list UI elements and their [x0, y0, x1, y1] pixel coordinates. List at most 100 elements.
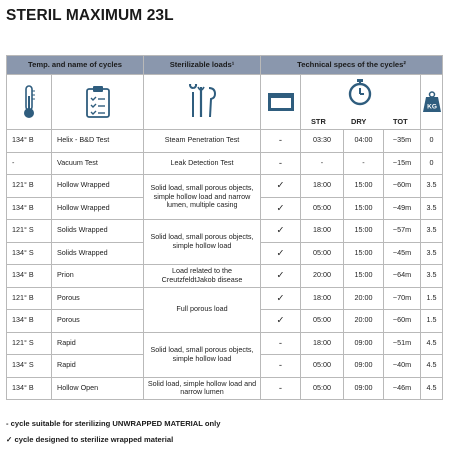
cell-dry: 15:00 — [343, 219, 384, 243]
sterilizer-tray-icon — [260, 74, 301, 130]
cell-load: Steam Penetration Test — [143, 129, 261, 153]
table-row: 121° B Porous Full porous load ✓ 18:00 20:00 ~… — [6, 286, 444, 333]
cell-load: Full porous load — [143, 286, 261, 333]
cycles-table: Temp. and name of cycles Sterilizable lo… — [6, 55, 444, 400]
cell-temp: - — [6, 151, 52, 175]
sub-header-str: STR — [311, 117, 326, 127]
cell-cycle-name: Solids Wrapped — [51, 219, 144, 243]
cell-dry: 15:00 — [343, 196, 384, 220]
cell-temp: 134° B — [6, 376, 52, 400]
cell-kg: 3.5 — [419, 196, 444, 220]
weight-icon: KG — [419, 74, 444, 130]
cell-wrapped: ✓ — [260, 219, 301, 243]
cell-load: Solid load, small porous objects, simple… — [143, 174, 261, 220]
cell-wrapped: ✓ — [260, 309, 301, 333]
legend-dash-symbol: - — [6, 419, 9, 428]
table-row: 134° B Helix - B&D Test Steam Penetration … — [6, 129, 444, 153]
cell-str: 18:00 — [300, 174, 344, 198]
cell-str: 05:00 — [300, 354, 344, 378]
cell-cycle-name: Rapid — [51, 331, 144, 355]
cell-str: 05:00 — [300, 376, 344, 400]
cell-kg: 1.5 — [419, 309, 444, 333]
cell-str: 18:00 — [300, 286, 344, 310]
sub-header-dry: DRY — [351, 117, 367, 127]
cell-load: Solid load, small porous objects, simple… — [143, 219, 261, 265]
cell-tot: ~60m — [383, 309, 421, 333]
cell-kg: 4.5 — [419, 376, 444, 400]
cell-dry: 15:00 — [343, 174, 384, 198]
cell-temp: 121° S — [6, 219, 52, 243]
cell-kg: 3.5 — [419, 241, 444, 265]
cell-tot: ~45m — [383, 241, 421, 265]
cell-temp: 134° B — [6, 129, 52, 153]
cell-dry: 15:00 — [343, 241, 384, 265]
cell-dry: 09:00 — [343, 331, 384, 355]
cell-cycle-name: Prion — [51, 264, 144, 288]
cell-cycle-name: Hollow Wrapped — [51, 174, 144, 198]
cell-tot: ~35m — [383, 129, 421, 153]
header-temp-name: Temp. and name of cycles — [6, 55, 144, 75]
stopwatch-icon — [348, 79, 372, 106]
cell-str: 05:00 — [300, 309, 344, 333]
cell-temp: 134° S — [6, 354, 52, 378]
cell-wrapped: - — [260, 151, 301, 175]
header-loads: Sterilizable loads¹ — [143, 55, 261, 75]
cell-dry: 20:00 — [343, 286, 384, 310]
cell-str: 05:00 — [300, 196, 344, 220]
cell-tot: ~70m — [383, 286, 421, 310]
cell-tot: ~57m — [383, 219, 421, 243]
table-row: 134° B Prion Load related to the Creutzfel… — [6, 264, 444, 288]
table-row: 121° B Hollow Wrapped Solid load, small po… — [6, 174, 444, 220]
cell-temp: 134° B — [6, 264, 52, 288]
cell-wrapped: ✓ — [260, 241, 301, 265]
cell-str: 18:00 — [300, 331, 344, 355]
cell-tot: ~15m — [383, 151, 421, 175]
cell-dry: 04:00 — [343, 129, 384, 153]
cell-temp: 134° B — [6, 196, 52, 220]
table-row: 134° S Rapid -05:00 09:00 ~40m 4.5 — [6, 354, 444, 378]
cell-cycle-name: Vacuum Test — [51, 151, 144, 175]
cell-wrapped: - — [260, 354, 301, 378]
cell-str: 03:30 — [300, 129, 344, 153]
weight-icon-label: KG — [427, 104, 437, 111]
sub-header-tot: TOT — [393, 117, 408, 127]
cell-kg: 3.5 — [419, 264, 444, 288]
cell-cycle-name: Hollow Open — [51, 376, 144, 400]
cell-wrapped: ✓ — [260, 174, 301, 198]
cell-cycle-name: Porous — [51, 309, 144, 333]
cell-wrapped: - — [260, 129, 301, 153]
cell-tot: ~40m — [383, 354, 421, 378]
cell-cycle-name: Porous — [51, 286, 144, 310]
legend-unwrapped: - cycle suitable for sterilizing UNWRAPP… — [6, 419, 221, 428]
cell-kg: 3.5 — [419, 174, 444, 198]
cell-kg: 1.5 — [419, 286, 444, 310]
cell-tot: ~51m — [383, 331, 421, 355]
cell-tot: ~60m — [383, 174, 421, 198]
cell-tot: ~64m — [383, 264, 421, 288]
header-tech-specs: Technical specs of the cycles² — [259, 55, 444, 75]
cell-wrapped: ✓ — [260, 286, 301, 310]
cell-wrapped: ✓ — [260, 196, 301, 220]
legend-check-symbol: ✓ — [6, 435, 13, 444]
legend-check-text: cycle designed to sterilize wrapped mate… — [14, 435, 174, 444]
table-row: 121° S Solids Wrapped Solid load, small po… — [6, 219, 444, 265]
cell-tot: ~49m — [383, 196, 421, 220]
cell-wrapped: - — [260, 331, 301, 355]
cell-load: Solid load, small porous objects, simple… — [143, 331, 261, 378]
cell-cycle-name: Rapid — [51, 354, 144, 378]
cell-str: 05:00 — [300, 241, 344, 265]
table-row: 134° B Porous ✓ 05:00 20:00 ~60m 1.5 — [6, 309, 444, 333]
cell-temp: 134° S — [6, 241, 52, 265]
cell-dry: 09:00 — [343, 354, 384, 378]
cell-str: - — [300, 151, 344, 175]
cell-cycle-name: Solids Wrapped — [51, 241, 144, 265]
instruments-icon — [143, 74, 261, 130]
cell-wrapped: - — [260, 376, 301, 400]
cell-temp: 121° S — [6, 331, 52, 355]
cell-temp: 121° B — [6, 286, 52, 310]
cell-dry: - — [343, 151, 384, 175]
thermometer-icon — [6, 74, 52, 130]
table-row: 134° B Hollow Wrapped ✓ 05:00 15:00 ~49m 3.5 — [6, 196, 444, 220]
cell-dry: 20:00 — [343, 309, 384, 333]
cell-kg: 4.5 — [419, 331, 444, 355]
